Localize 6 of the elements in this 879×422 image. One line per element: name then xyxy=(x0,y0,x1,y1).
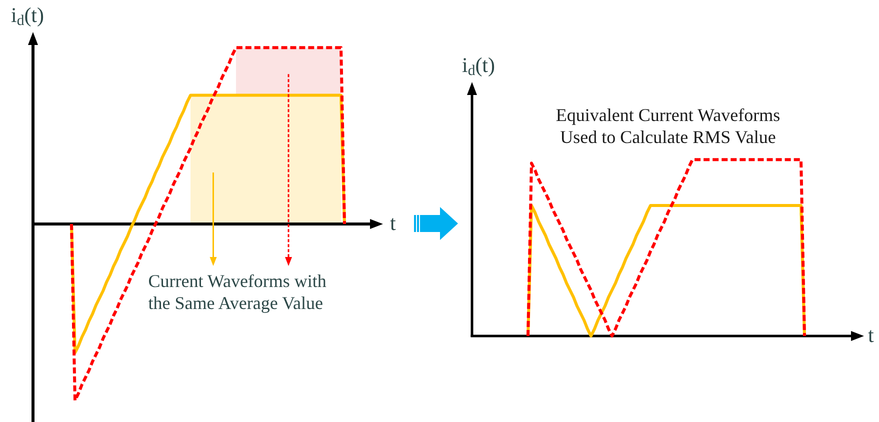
x-axis-title: t xyxy=(868,323,874,347)
annotation: Current Waveforms with the Same Average Value xyxy=(148,270,326,314)
chart-title: Equivalent Current Waveforms Used to Calculate RMS Value xyxy=(554,104,782,148)
y-axis-title: i$_{d}$(t) xyxy=(11,3,44,29)
y-axis-title: i$_{d}$(t) xyxy=(462,53,496,79)
x-axis-title: t xyxy=(390,211,396,235)
